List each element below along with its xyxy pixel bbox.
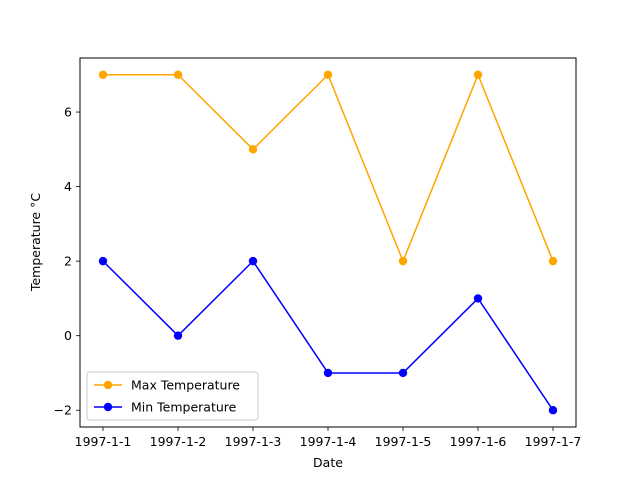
legend-entries: Max Temperature Min Temperature <box>94 378 240 415</box>
y-tick-label-2: 0 <box>64 328 72 343</box>
x-tick-label-3: 1997-1-3 <box>225 434 282 449</box>
legend-label-1: Max Temperature <box>131 378 240 393</box>
x-tick-label-4: 1997-1-4 <box>300 434 357 449</box>
series-1-point-6 <box>473 70 483 79</box>
x-axis: 1997-1-1 1997-1-2 1997-1-3 1997-1-4 1997-1-5… <box>75 427 582 449</box>
legend-marker-2 <box>103 402 113 412</box>
series-1-point-7 <box>548 256 558 266</box>
series-2-point-1 <box>98 256 108 266</box>
y-axis: −2 0 2 4 6 <box>54 105 80 418</box>
series-2-point-7 <box>548 406 558 415</box>
x-tick-label-6: 1997-1-6 <box>450 434 507 449</box>
series-1-point-1 <box>98 70 108 79</box>
series-2-point-5 <box>398 368 408 378</box>
series-1-point-5 <box>398 256 408 266</box>
y-tick-label-3: 2 <box>64 254 72 269</box>
x-tick-label-2: 1997-1-2 <box>150 434 207 449</box>
y-tick-label-1: −2 <box>54 403 72 418</box>
legend-box <box>86 371 259 421</box>
x-axis-label: Date <box>313 455 343 470</box>
series-2-point-4 <box>323 368 333 378</box>
series-layer <box>98 70 558 415</box>
x-tick-label-5: 1997-1-5 <box>375 434 432 449</box>
y-axis-label: Temperature °C <box>28 193 43 292</box>
x-tick-label-1: 1997-1-1 <box>75 434 132 449</box>
series-1-point-3 <box>248 145 258 154</box>
y-tick-label-4: 4 <box>64 179 72 194</box>
x-tick-label-7: 1997-1-7 <box>525 434 582 449</box>
series-1-point-2 <box>173 70 183 79</box>
series-1-point-4 <box>323 70 333 79</box>
series-2-point-6 <box>473 294 483 303</box>
series-2-point-3 <box>248 256 258 266</box>
legend-marker-1 <box>103 380 113 390</box>
legend: Max Temperature Min Temperature <box>86 371 259 421</box>
y-tick-label-5: 6 <box>64 105 72 120</box>
series-2-point-2 <box>173 331 183 340</box>
legend-label-2: Min Temperature <box>131 400 237 415</box>
